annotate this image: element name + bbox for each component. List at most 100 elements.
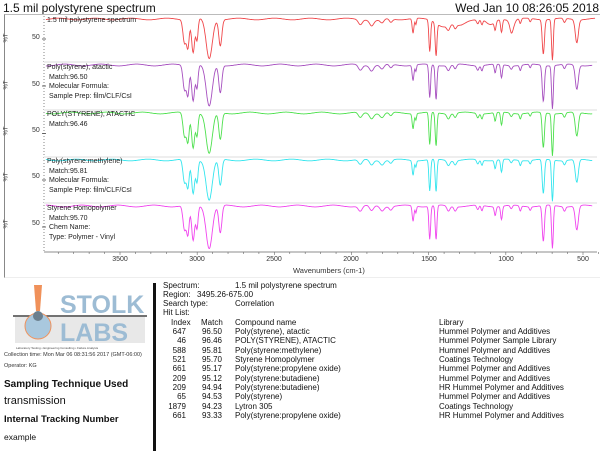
region-label: Region:	[163, 290, 191, 299]
panel-chem-name: Chem Name:	[49, 224, 91, 231]
column-header-compound: Compound name	[235, 318, 297, 327]
y-tick: 50	[32, 127, 40, 134]
panel-title: 1.5 mil polystyrene spectrum	[47, 17, 137, 24]
x-axis-label: Wavenumbers (cm-1)	[293, 266, 365, 275]
hit-index: 209	[172, 383, 186, 393]
report-title: 1.5 mil polystyrene spectrum	[3, 1, 156, 15]
hit-match: 96.46	[201, 336, 222, 346]
x-tick: 1000	[498, 256, 514, 263]
hit-compound: Poly(styrene:butadiene)	[235, 373, 320, 383]
column-header-index: Index	[171, 318, 191, 327]
panel-title: Poly(styrene:methylene)	[47, 158, 123, 165]
spectrum-line	[45, 204, 593, 250]
hit-list-label: Hit List:	[163, 308, 190, 317]
hit-match: 94.23	[201, 401, 222, 411]
column-header-library: Library	[439, 318, 464, 327]
spectrum-line	[45, 63, 593, 109]
spectra-chart-frame	[4, 14, 600, 278]
hit-compound: Poly(styrene), atactic	[235, 327, 310, 336]
panel-separator	[44, 156, 597, 158]
hit-index: 647	[172, 327, 186, 336]
hit-index: 588	[172, 345, 186, 355]
hit-match: 94.94	[201, 383, 222, 393]
logo-stem	[34, 285, 42, 311]
hit-library: HR Hummel Polymer and Additives	[439, 383, 564, 393]
hit-compound: Styrene Homopolymer	[235, 355, 315, 365]
hit-index: 46	[177, 336, 186, 346]
hit-compound: Poly(styrene:propylene oxide)	[235, 411, 341, 421]
hit-match: 95.12	[201, 373, 222, 383]
panel-title: Poly(styrene), atactic	[47, 64, 113, 71]
logo-tagline: Laboratory Testing • Engineering Consult…	[16, 346, 99, 350]
region-value: 3495.26-675.00	[197, 290, 254, 299]
hit-index: 661	[172, 364, 186, 374]
x-tick: 3500	[112, 256, 128, 263]
hit-library: Hummel Polymer and Additives	[439, 327, 551, 336]
hit-library: Hummel Polymer and Additives	[439, 373, 551, 383]
search-type-label: Search type:	[163, 299, 208, 308]
spectrum-line	[45, 111, 593, 156]
hit-library: Coatings Technology	[439, 401, 514, 411]
logo-text-labs: LABS	[60, 319, 128, 347]
logo-drop-top	[33, 311, 43, 321]
hit-match: 95.70	[201, 355, 222, 365]
hit-compound: Poly(styrene:methylene)	[235, 345, 322, 355]
panel-label: Poly(styrene:methylene) Match:95.81 Mole…	[47, 157, 132, 195]
y-axis-label: %T	[3, 172, 10, 182]
y-tick: 50	[32, 173, 40, 180]
column-header-match: Match	[201, 318, 223, 327]
hit-compound: Poly(styrene)	[235, 392, 283, 402]
collection-time: Collection time: Mon Mar 06 08:31:56 201…	[4, 352, 142, 358]
sampling-technique-value: transmission	[4, 395, 66, 407]
panel-sample-prep: Sample Prep: film/CLF/CsI	[49, 92, 132, 100]
spectrum-line	[45, 158, 593, 202]
hit-match: 95.17	[201, 364, 222, 374]
hit-compound: Poly(styrene:butadiene)	[235, 383, 320, 393]
report-datetime: Wed Jan 10 08:26:05 2018	[455, 1, 599, 15]
panel-title: Styrene Homopolymer	[47, 205, 117, 212]
hit-index: 521	[172, 355, 186, 365]
panel-separator	[44, 61, 597, 63]
section-divider	[153, 283, 156, 451]
y-axis-label: %T	[3, 80, 10, 90]
hit-match: 96.50	[201, 327, 222, 336]
panel-label: Styrene Homopolymer Match:95.70 Chem Nam…	[47, 204, 117, 242]
search-type-value: Correlation	[235, 299, 275, 308]
spectrum-line	[45, 17, 596, 61]
panel-label: 1.5 mil polystyrene spectrum	[47, 16, 136, 26]
y-tick: 50	[32, 220, 40, 227]
x-tick: 2500	[266, 256, 282, 263]
hit-library: Hummel Polymer and Additives	[439, 345, 551, 355]
operator: Operator: KG	[4, 363, 37, 369]
panel-title: POLY(STYRENE), ATACTIC	[47, 111, 136, 118]
spectra-plot	[42, 16, 599, 255]
hit-match: 95.81	[201, 345, 222, 355]
hit-match: 94.53	[201, 392, 222, 402]
panel-label: POLY(STYRENE), ATACTIC Match:96.46	[47, 110, 135, 129]
y-axis-label: %T	[3, 33, 10, 43]
panel-separator	[44, 109, 597, 111]
y-tick: 50	[32, 81, 40, 88]
hit-index: 65	[177, 392, 186, 402]
panel-match: Match:96.46	[49, 120, 88, 128]
panel-match: Match:95.81	[49, 167, 88, 175]
panel-formula: Molecular Formula:	[49, 177, 109, 184]
sampling-technique-heading: Sampling Technique Used	[4, 379, 129, 390]
hit-compound: Poly(styrene:propylene oxide)	[235, 364, 341, 374]
logo-text-stolk: STOLK	[60, 291, 144, 319]
hit-library: Hummel Polymer Sample Library	[439, 336, 557, 346]
panel-match: Match:96.50	[49, 73, 88, 81]
panel-formula: Molecular Formula:	[49, 83, 109, 90]
hit-library: Hummel Polymer and Additives	[439, 364, 551, 374]
hit-match: 93.33	[201, 411, 222, 421]
x-tick: 1500	[421, 256, 437, 263]
hit-index: 661	[172, 411, 186, 421]
spectrum-value: 1.5 mil polystyrene spectrum	[235, 281, 337, 290]
panel-separator	[44, 202, 597, 204]
x-tick: 500	[577, 256, 589, 263]
hit-library: Coatings Technology	[439, 355, 514, 365]
x-tick: 3000	[189, 256, 205, 263]
y-tick: 50	[32, 34, 40, 41]
hit-index: 209	[172, 373, 186, 383]
hit-compound: Lytron 305	[235, 401, 273, 411]
